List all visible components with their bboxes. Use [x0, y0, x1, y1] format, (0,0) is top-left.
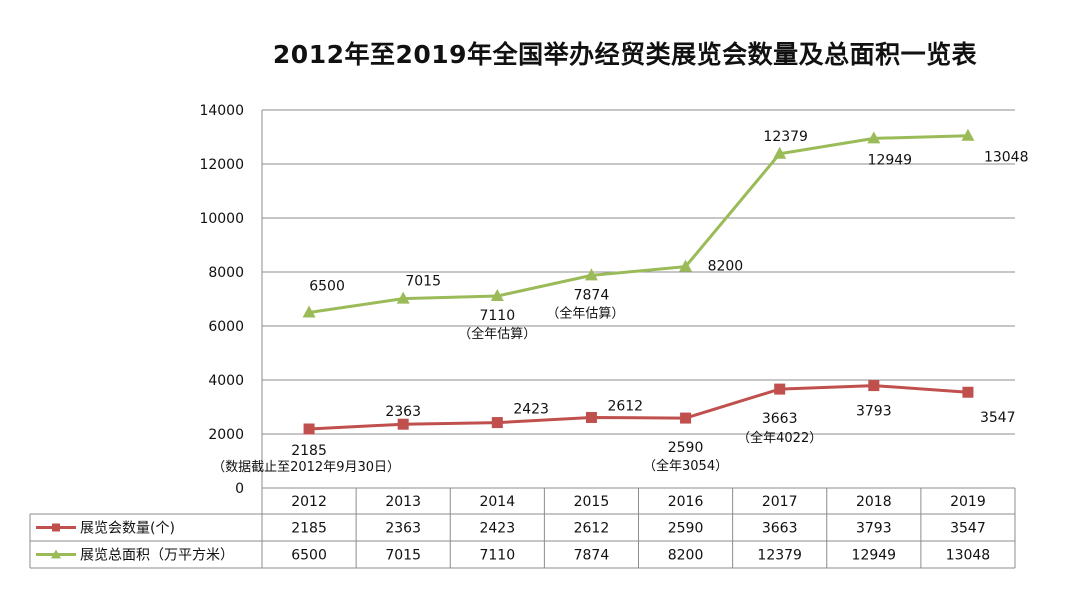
table-cell: 2363: [385, 521, 421, 537]
data-point: [773, 146, 787, 159]
data-point: [491, 417, 503, 429]
grid-lines: [261, 109, 1015, 488]
table-cell: 3547: [950, 521, 986, 537]
legend-key-marker: [51, 549, 61, 559]
table-cell: 12949: [852, 548, 897, 564]
table-cell: 7015: [385, 548, 421, 564]
x-category-label: 2012: [291, 494, 327, 510]
data-label: 2590: [668, 440, 704, 456]
data-label: 2423: [513, 402, 549, 418]
legend-label: 展览会数量(个): [80, 521, 175, 537]
data-point: [490, 289, 504, 302]
annotation-note: （数据截止至2012年9月30日）: [212, 460, 400, 475]
x-category-label: 2018: [856, 494, 892, 510]
table-cell: 2185: [291, 521, 327, 537]
x-category-label: 2017: [762, 494, 798, 510]
table-cell: 12379: [757, 548, 802, 564]
data-point: [774, 383, 786, 395]
series-markers: [302, 128, 975, 435]
annotation-note: （全年估算）: [546, 305, 624, 321]
y-tick-label: 10000: [199, 211, 244, 227]
data-point: [680, 412, 692, 424]
y-tick-label: 8000: [208, 265, 244, 281]
data-point: [679, 259, 693, 272]
annotations: （数据截止至2012年9月30日） （全年3054） （全年4022） （全年估算） （…: [212, 305, 822, 475]
data-label: 2612: [607, 398, 643, 414]
table-cell: 7874: [574, 548, 610, 564]
annotation-note: （全年4022）: [737, 430, 822, 446]
x-category-label: 2019: [950, 494, 986, 510]
table-cell: 2590: [668, 521, 704, 537]
data-point: [584, 268, 598, 281]
data-label: 8200: [708, 259, 744, 275]
y-tick-label: 6000: [208, 319, 244, 335]
data-table: 2012 2013 2014 2015 2016 2017 2018 2019 展览会数量(个)…: [29, 487, 1016, 569]
data-point: [303, 423, 315, 435]
x-category-label: 2015: [574, 494, 610, 510]
data-label: 7874: [574, 287, 610, 303]
data-label: 12379: [763, 129, 808, 145]
data-point: [396, 291, 410, 304]
series-line: [308, 134, 968, 314]
table-cell: 2423: [479, 521, 515, 537]
series-line: [308, 384, 969, 431]
data-label: 12949: [868, 152, 913, 168]
data-label: 7110: [479, 308, 515, 324]
data-point: [585, 411, 597, 423]
data-point: [962, 386, 974, 398]
annotation-note: （全年3054）: [643, 458, 728, 474]
y-axis-ticks: 0 2000 4000 6000 8000 10000 12000 14000: [199, 103, 244, 497]
table-cell: 6500: [291, 548, 327, 564]
data-point: [397, 418, 409, 430]
table-cell: 13048: [946, 548, 991, 564]
legend-key-marker: [52, 523, 60, 532]
y-tick-label: 2000: [208, 427, 244, 443]
series-lines: [308, 134, 969, 431]
y-tick-label: 4000: [208, 373, 244, 389]
y-tick-label: 14000: [199, 103, 244, 119]
data-label: 2185: [291, 443, 327, 459]
table-cell: 3793: [856, 521, 892, 537]
data-label: 7015: [405, 274, 441, 290]
table-cell: 2612: [574, 521, 610, 537]
data-label: 2363: [385, 404, 421, 420]
y-tick-label: 0: [235, 481, 244, 497]
table-cell: 3663: [762, 521, 798, 537]
y-tick-label: 12000: [199, 157, 244, 173]
data-label: 13048: [984, 150, 1029, 166]
legend-label: 展览总面积（万平方米）: [80, 548, 234, 564]
annotation-note: （全年估算）: [458, 326, 536, 342]
data-point: [868, 380, 880, 392]
x-category-label: 2014: [479, 494, 515, 510]
data-label: 3793: [856, 404, 892, 420]
data-label: 3547: [980, 410, 1016, 426]
data-point: [302, 305, 316, 318]
data-label: 3663: [762, 411, 798, 427]
data-point: [867, 131, 881, 144]
x-category-label: 2016: [668, 494, 704, 510]
data-labels: 2185 2363 2423 2612 2590 3663 3793 3547 6500 7015…: [291, 129, 1028, 459]
table-cell: 8200: [668, 548, 704, 564]
chart-title: 2012年至2019年全国举办经贸类展览会数量及总面积一览表: [272, 40, 978, 69]
x-category-label: 2013: [385, 494, 421, 510]
data-point: [961, 128, 975, 141]
data-label: 6500: [309, 279, 345, 295]
table-cell: 7110: [479, 548, 515, 564]
